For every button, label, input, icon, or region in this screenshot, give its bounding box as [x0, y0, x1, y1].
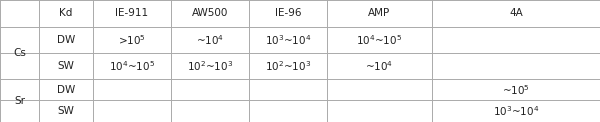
Text: IE‑96: IE‑96: [275, 8, 301, 18]
Text: 10$^3$~10$^4$: 10$^3$~10$^4$: [493, 104, 539, 118]
Text: ~10$^4$: ~10$^4$: [365, 59, 394, 73]
Text: Sr: Sr: [14, 96, 25, 106]
Text: DW: DW: [57, 35, 75, 45]
Text: IE‑911: IE‑911: [115, 8, 149, 18]
Text: ~10$^5$: ~10$^5$: [502, 83, 530, 97]
Text: AW500: AW500: [192, 8, 228, 18]
Text: Cs: Cs: [13, 48, 26, 58]
Text: 10$^4$~10$^5$: 10$^4$~10$^5$: [356, 33, 403, 47]
Text: 10$^4$~10$^5$: 10$^4$~10$^5$: [109, 59, 155, 73]
Text: SW: SW: [58, 61, 74, 71]
Text: DW: DW: [57, 85, 75, 95]
Text: 10$^2$~10$^3$: 10$^2$~10$^3$: [187, 59, 233, 73]
Text: AMP: AMP: [368, 8, 391, 18]
Text: >10$^5$: >10$^5$: [118, 33, 146, 47]
Text: ~10$^4$: ~10$^4$: [196, 33, 224, 47]
Text: Kd: Kd: [59, 8, 73, 18]
Text: SW: SW: [58, 106, 74, 116]
Text: 4A: 4A: [509, 8, 523, 18]
Text: 10$^2$~10$^3$: 10$^2$~10$^3$: [265, 59, 311, 73]
Text: 10$^3$~10$^4$: 10$^3$~10$^4$: [265, 33, 311, 47]
